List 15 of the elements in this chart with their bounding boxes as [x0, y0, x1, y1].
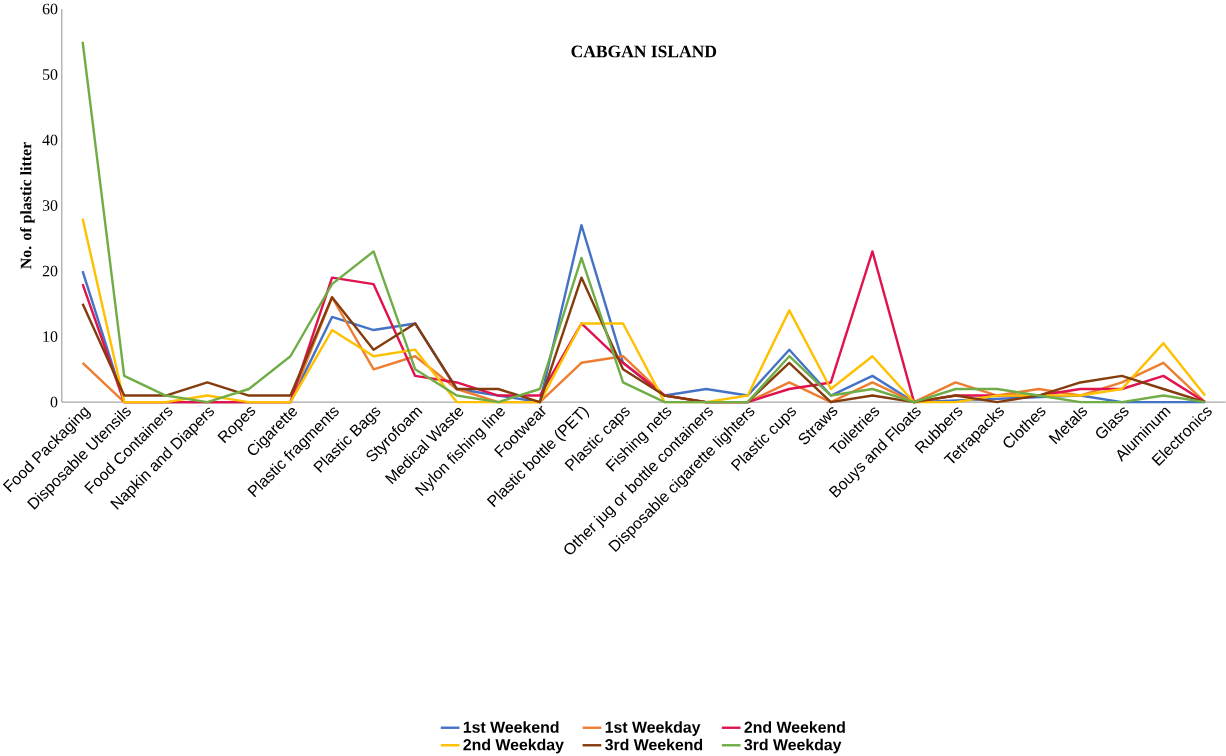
legend-label: 2nd Weekend: [744, 721, 845, 733]
y-tick-label: 0: [50, 396, 58, 408]
y-tick-label: 20: [42, 265, 58, 277]
text: CABGAN ISLAND: [571, 45, 717, 58]
y-tick-label: 30: [42, 200, 58, 211]
y-tick-label: 10: [43, 331, 58, 342]
legend-label: 1st Weekend: [463, 721, 559, 733]
y-axis-title: No. of plastic litter: [20, 142, 35, 269]
y-tick-label: 50: [43, 69, 58, 80]
legend-label: 2nd Weekday: [463, 738, 564, 754]
y-tick-label: 60: [42, 3, 58, 15]
legend-label: 3rd Weekday: [744, 738, 842, 754]
legend-label: 1st Weekday: [605, 721, 701, 736]
y-tick-label: 40: [42, 134, 58, 146]
legend-label: 3rd Weekend: [605, 738, 703, 751]
